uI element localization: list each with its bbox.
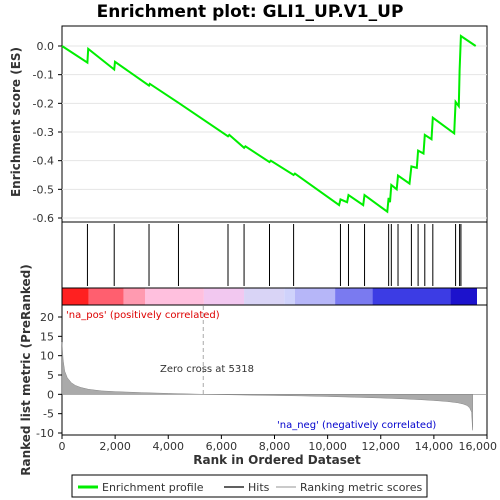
- x-tick-label: 2,000: [99, 440, 131, 453]
- band-segment: [284, 288, 295, 305]
- chart-title: Enrichment plot: GLI1_UP.V1_UP: [97, 2, 404, 22]
- neg-correlated-label: 'na_neg' (negatively correlated): [277, 420, 436, 431]
- metric-ytick-label: 10: [40, 350, 54, 363]
- metric-axis-label: Ranked list metric (PreRanked): [19, 264, 33, 476]
- es-ytick-label: -0.2: [33, 97, 54, 110]
- band-segment: [203, 288, 245, 305]
- x-tick-label: 6,000: [206, 440, 238, 453]
- band-tail: [477, 288, 487, 305]
- x-tick-label: 12,000: [362, 440, 401, 453]
- metric-ytick-label: -5: [43, 408, 54, 421]
- legend-label-metric: Ranking metric scores: [300, 481, 422, 494]
- band-segment: [62, 288, 89, 305]
- es-ytick-label: -0.4: [33, 155, 54, 168]
- x-tick-label: 8,000: [259, 440, 291, 453]
- band-segment: [450, 288, 477, 305]
- es-axis-label: Enrichment score (ES): [9, 47, 23, 197]
- legend-label-hits: Hits: [248, 481, 270, 494]
- es-ytick-label: 0.0: [37, 40, 55, 53]
- x-tick-label: 4,000: [153, 440, 185, 453]
- zero-cross-label: Zero cross at 5318: [160, 364, 254, 375]
- metric-ytick-label: 15: [40, 330, 54, 343]
- es-panel-frame: [61, 25, 488, 223]
- hits-panel-frame: [61, 221, 488, 289]
- x-tick-label: 16,000: [459, 440, 498, 453]
- metric-panel-frame: [61, 304, 488, 436]
- metric-ytick-label: 0: [47, 388, 54, 401]
- band-segment: [294, 288, 336, 305]
- es-ytick-label: -0.1: [33, 69, 54, 82]
- metric-ytick-label: -10: [36, 427, 54, 440]
- metric-ytick-label: 20: [40, 311, 54, 324]
- pos-correlated-label: 'na_pos' (positively correlated): [66, 310, 220, 321]
- band-segment: [145, 288, 204, 305]
- band-segment: [123, 288, 145, 305]
- legend-label-enrichment: Enrichment profile: [102, 481, 204, 494]
- band-segment: [244, 288, 285, 305]
- ranking-metric-area: [61, 342, 473, 431]
- band-segment: [335, 288, 373, 305]
- x-tick-label: 14,000: [415, 440, 454, 453]
- x-axis-label: Rank in Ordered Dataset: [193, 453, 361, 467]
- band-segment: [88, 288, 124, 305]
- es-ytick-label: -0.3: [33, 126, 54, 139]
- x-tick-label: 0: [59, 440, 66, 453]
- legend-box: [71, 474, 428, 498]
- metric-ytick-label: 5: [47, 369, 54, 382]
- enrichment-profile-line: [61, 34, 477, 214]
- es-ytick-label: -0.6: [33, 212, 54, 225]
- es-ytick-label: -0.5: [33, 183, 54, 196]
- x-tick-label: 10,000: [308, 440, 347, 453]
- band-segment: [372, 288, 451, 305]
